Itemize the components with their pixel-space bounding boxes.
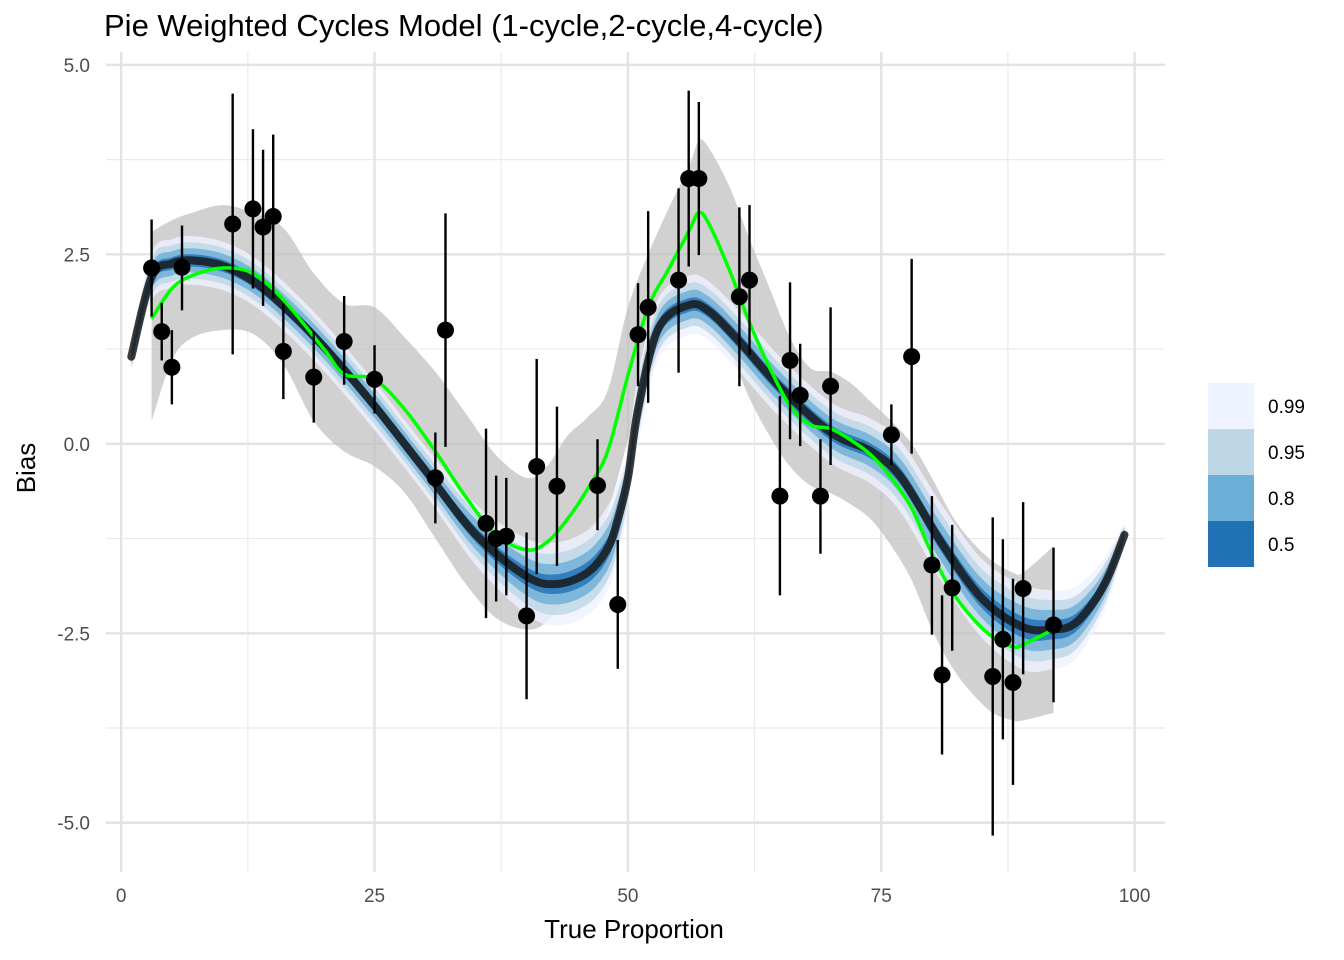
legend-swatch (1208, 521, 1254, 567)
data-point (426, 469, 444, 487)
data-point (609, 595, 627, 613)
data-point (548, 477, 566, 495)
data-point (305, 368, 323, 386)
legend-label: 0.95 (1268, 443, 1305, 464)
data-point (781, 351, 799, 369)
data-point (497, 527, 515, 545)
data-point (274, 342, 292, 360)
data-point (588, 476, 606, 494)
x-tick-label: 75 (871, 886, 892, 907)
y-tick-label: -2.5 (57, 624, 90, 645)
data-point (366, 370, 384, 388)
data-point (173, 258, 191, 276)
data-point (477, 514, 495, 532)
data-point (882, 426, 900, 444)
lines (127, 210, 1129, 650)
data-point (639, 298, 657, 316)
data-point (811, 487, 829, 505)
data-point (903, 348, 921, 366)
data-point (143, 259, 161, 277)
y-tick-label: 2.5 (64, 245, 90, 266)
data-point (1045, 616, 1063, 634)
legend-swatch (1208, 383, 1254, 429)
green-fit-curve (150, 210, 1055, 650)
data-point (335, 333, 353, 351)
x-tick-label: 100 (1119, 886, 1151, 907)
data-point (224, 215, 242, 233)
grid (106, 52, 1165, 872)
data-point (923, 556, 941, 574)
data-point (1004, 674, 1022, 692)
data-point (518, 607, 536, 625)
data-point (984, 667, 1002, 685)
data-point (244, 200, 262, 218)
data-point (436, 321, 454, 339)
legend-label: 0.99 (1268, 397, 1305, 418)
grey-confidence-band (151, 139, 1054, 722)
chart-title: Pie Weighted Cycles Model (1-cycle,2-cyc… (104, 8, 824, 43)
data-point (730, 288, 748, 306)
legend-swatch (1208, 475, 1254, 521)
legend-label: 0.8 (1268, 489, 1294, 510)
y-axis-title: Bias (11, 443, 41, 494)
data-point (822, 377, 840, 395)
data-point (994, 630, 1012, 648)
data-point (670, 271, 688, 289)
model-median-line (127, 256, 1129, 635)
data-point (791, 386, 809, 404)
data-point (771, 487, 789, 505)
data-point (690, 170, 708, 188)
x-tick-label: 0 (116, 886, 127, 907)
legend-label: 0.5 (1268, 535, 1294, 556)
x-tick-label: 25 (364, 886, 385, 907)
data-point (264, 207, 282, 225)
data-point (1014, 580, 1032, 598)
x-axis-title: True Proportion (544, 914, 724, 944)
data-point (153, 323, 171, 341)
data-point (741, 271, 759, 289)
band-80-interval (131, 248, 1125, 652)
data-point (528, 458, 546, 476)
x-tick-label: 50 (617, 886, 638, 907)
data-point (254, 218, 272, 236)
axes: 0 25 50 75 100 5.0 2.5 0.0 -2.5 -5.0 (57, 56, 1150, 907)
legend-swatch (1208, 429, 1254, 475)
data-point (943, 579, 961, 597)
y-tick-label: 0.0 (64, 435, 90, 456)
legend: 0.99 0.95 0.8 0.5 (1208, 383, 1305, 567)
points (143, 90, 1063, 836)
y-tick-label: -5.0 (57, 814, 90, 835)
data-point (163, 358, 181, 376)
data-point (629, 326, 647, 344)
y-tick-label: 5.0 (64, 56, 90, 77)
data-point (933, 666, 951, 684)
